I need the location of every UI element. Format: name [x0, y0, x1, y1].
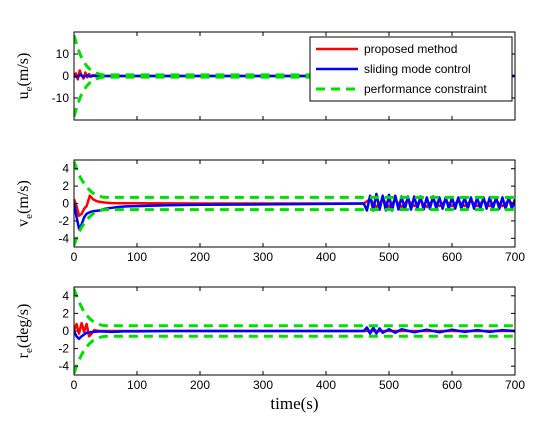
series-line-sliding-mode-control: [74, 73, 515, 79]
y-axis-label: ve(m/s): [15, 180, 35, 227]
y-tick-label: -4: [58, 231, 69, 245]
x-tick-label: 400: [316, 378, 336, 392]
x-tick-label: 600: [442, 378, 462, 392]
subplot-2: 0 100 200 300 400 500 600 700 4 2 0 -2 -4 ve(m/s): [15, 159, 525, 264]
x-tick-label: 300: [253, 250, 273, 264]
y-tick-label: 0: [62, 197, 69, 211]
y-tick-label: -4: [58, 359, 69, 373]
x-tick-label: 100: [127, 250, 147, 264]
legend-label: performance constraint: [364, 82, 487, 96]
x-tick-label: 0: [71, 250, 78, 264]
x-tick-label: 200: [190, 250, 210, 264]
y-tick-label: 4: [62, 289, 69, 303]
x-tick-label: 0: [71, 378, 78, 392]
y-tick-label: 10: [56, 47, 70, 61]
x-tick-label: 600: [442, 250, 462, 264]
x-tick-label: 500: [379, 378, 399, 392]
legend: proposed method sliding mode control perfo…: [309, 36, 513, 102]
x-tick-label: 200: [190, 378, 210, 392]
x-tick-label: 700: [505, 250, 525, 264]
series-line-performance-constraint-upper: [74, 161, 515, 199]
x-tick-label: 400: [316, 250, 336, 264]
series-line-performance-constraint-upper: [74, 288, 515, 328]
y-tick-label: -2: [58, 214, 69, 228]
series-line-performance-constraint-lower: [74, 75, 515, 118]
y-tick-label: -2: [58, 342, 69, 356]
legend-label: proposed method: [364, 42, 457, 56]
x-tick-label: 500: [379, 250, 399, 264]
subplot-1: 10 0 -10 ue(m/s) proposed method sliding mode…: [15, 31, 516, 121]
subplot-3: 0 100 200 300 400 500 600 700 4 2 0 -2 -4 re(deg/s) ti…: [15, 286, 525, 413]
y-axis-label: ue(m/s): [15, 53, 35, 100]
y-tick-label: 2: [62, 306, 69, 320]
y-tick-label: 4: [62, 162, 69, 176]
y-tick-label: -10: [52, 91, 70, 105]
series-line-sliding-mode-control: [74, 326, 515, 341]
y-tick-label: 2: [62, 179, 69, 193]
y-axis-label: re(deg/s): [15, 304, 35, 359]
series-line-performance-constraint-lower: [74, 208, 515, 246]
x-tick-label: 100: [127, 378, 147, 392]
series-line-sliding-mode-control: [74, 192, 515, 230]
x-tick-label: 300: [253, 378, 273, 392]
y-tick-label: 0: [62, 69, 69, 83]
series-line-performance-constraint-upper: [74, 34, 515, 77]
legend-label: sliding mode control: [364, 62, 471, 76]
x-tick-label: 700: [505, 378, 525, 392]
x-axis-label: time(s): [270, 394, 318, 413]
series-line-performance-constraint-lower: [74, 334, 515, 374]
y-tick-label: 0: [62, 324, 69, 338]
